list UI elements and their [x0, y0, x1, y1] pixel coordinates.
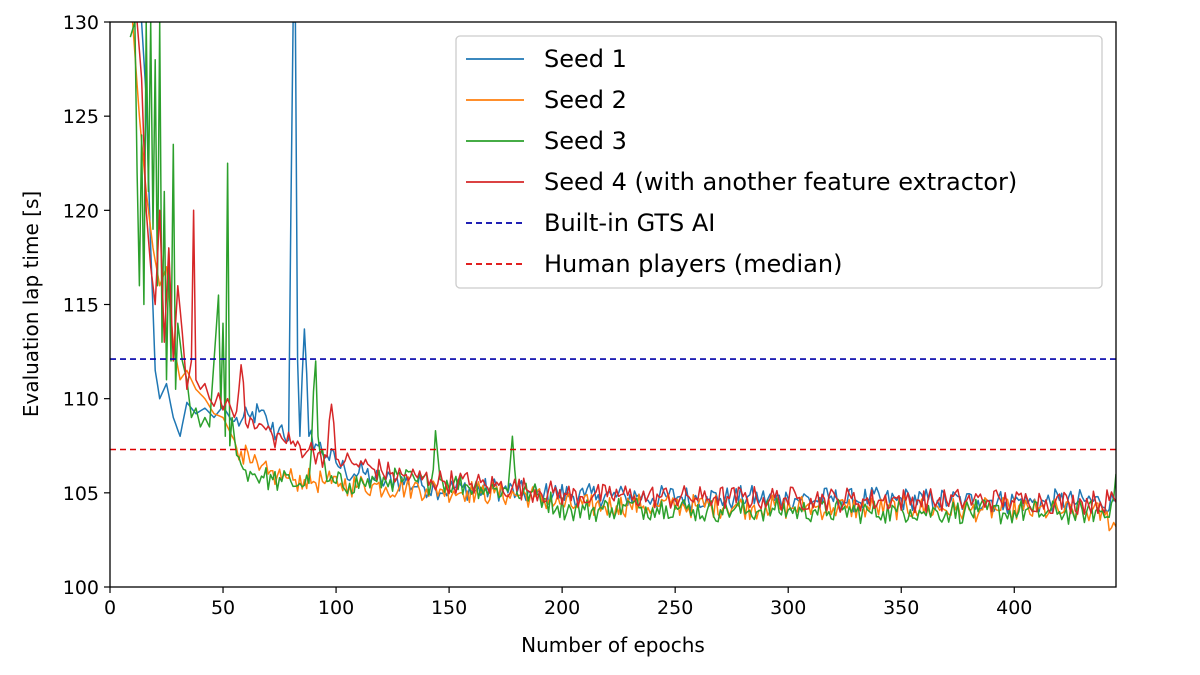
legend-label-2: Seed 2 [544, 86, 627, 114]
x-tick-label: 300 [770, 597, 806, 619]
x-tick-label: 0 [104, 597, 116, 619]
x-tick-label: 250 [657, 597, 693, 619]
y-tick-label: 105 [63, 483, 99, 505]
legend-box [455, 35, 1103, 289]
y-axis: 100 105 110 115 120 125 130 [63, 12, 110, 599]
x-axis-title: Number of epochs [521, 633, 705, 657]
series-line-3 [129, 22, 1116, 525]
x-tick-label: 100 [318, 597, 354, 619]
legend-label-3: Seed 3 [544, 127, 627, 155]
legend: Seed 1 Seed 2 Seed 3 Seed 4 (with another f… [455, 35, 1103, 289]
legend-label-4: Seed 4 (with another feature extractor) [544, 168, 1017, 196]
legend-label-5: Built-in GTS AI [544, 209, 715, 237]
y-axis-title: Evaluation lap time [s] [19, 191, 43, 417]
x-axis: 0 50 100 150 200 250 300 350 400 [104, 587, 1032, 619]
series-line-4 [136, 22, 1116, 515]
x-tick-label: 150 [431, 597, 467, 619]
y-tick-label: 120 [63, 200, 99, 222]
x-tick-label: 50 [211, 597, 235, 619]
y-tick-label: 125 [63, 106, 99, 128]
y-tick-label: 130 [63, 12, 99, 34]
x-tick-label: 350 [883, 597, 919, 619]
x-tick-label: 200 [544, 597, 580, 619]
legend-label-6: Human players (median) [544, 250, 842, 278]
y-tick-label: 100 [63, 577, 99, 599]
y-tick-label: 115 [63, 295, 99, 317]
legend-label-1: Seed 1 [544, 45, 627, 73]
x-tick-label: 400 [996, 597, 1032, 619]
y-tick-label: 110 [63, 389, 99, 411]
series-layer [110, 22, 1116, 532]
